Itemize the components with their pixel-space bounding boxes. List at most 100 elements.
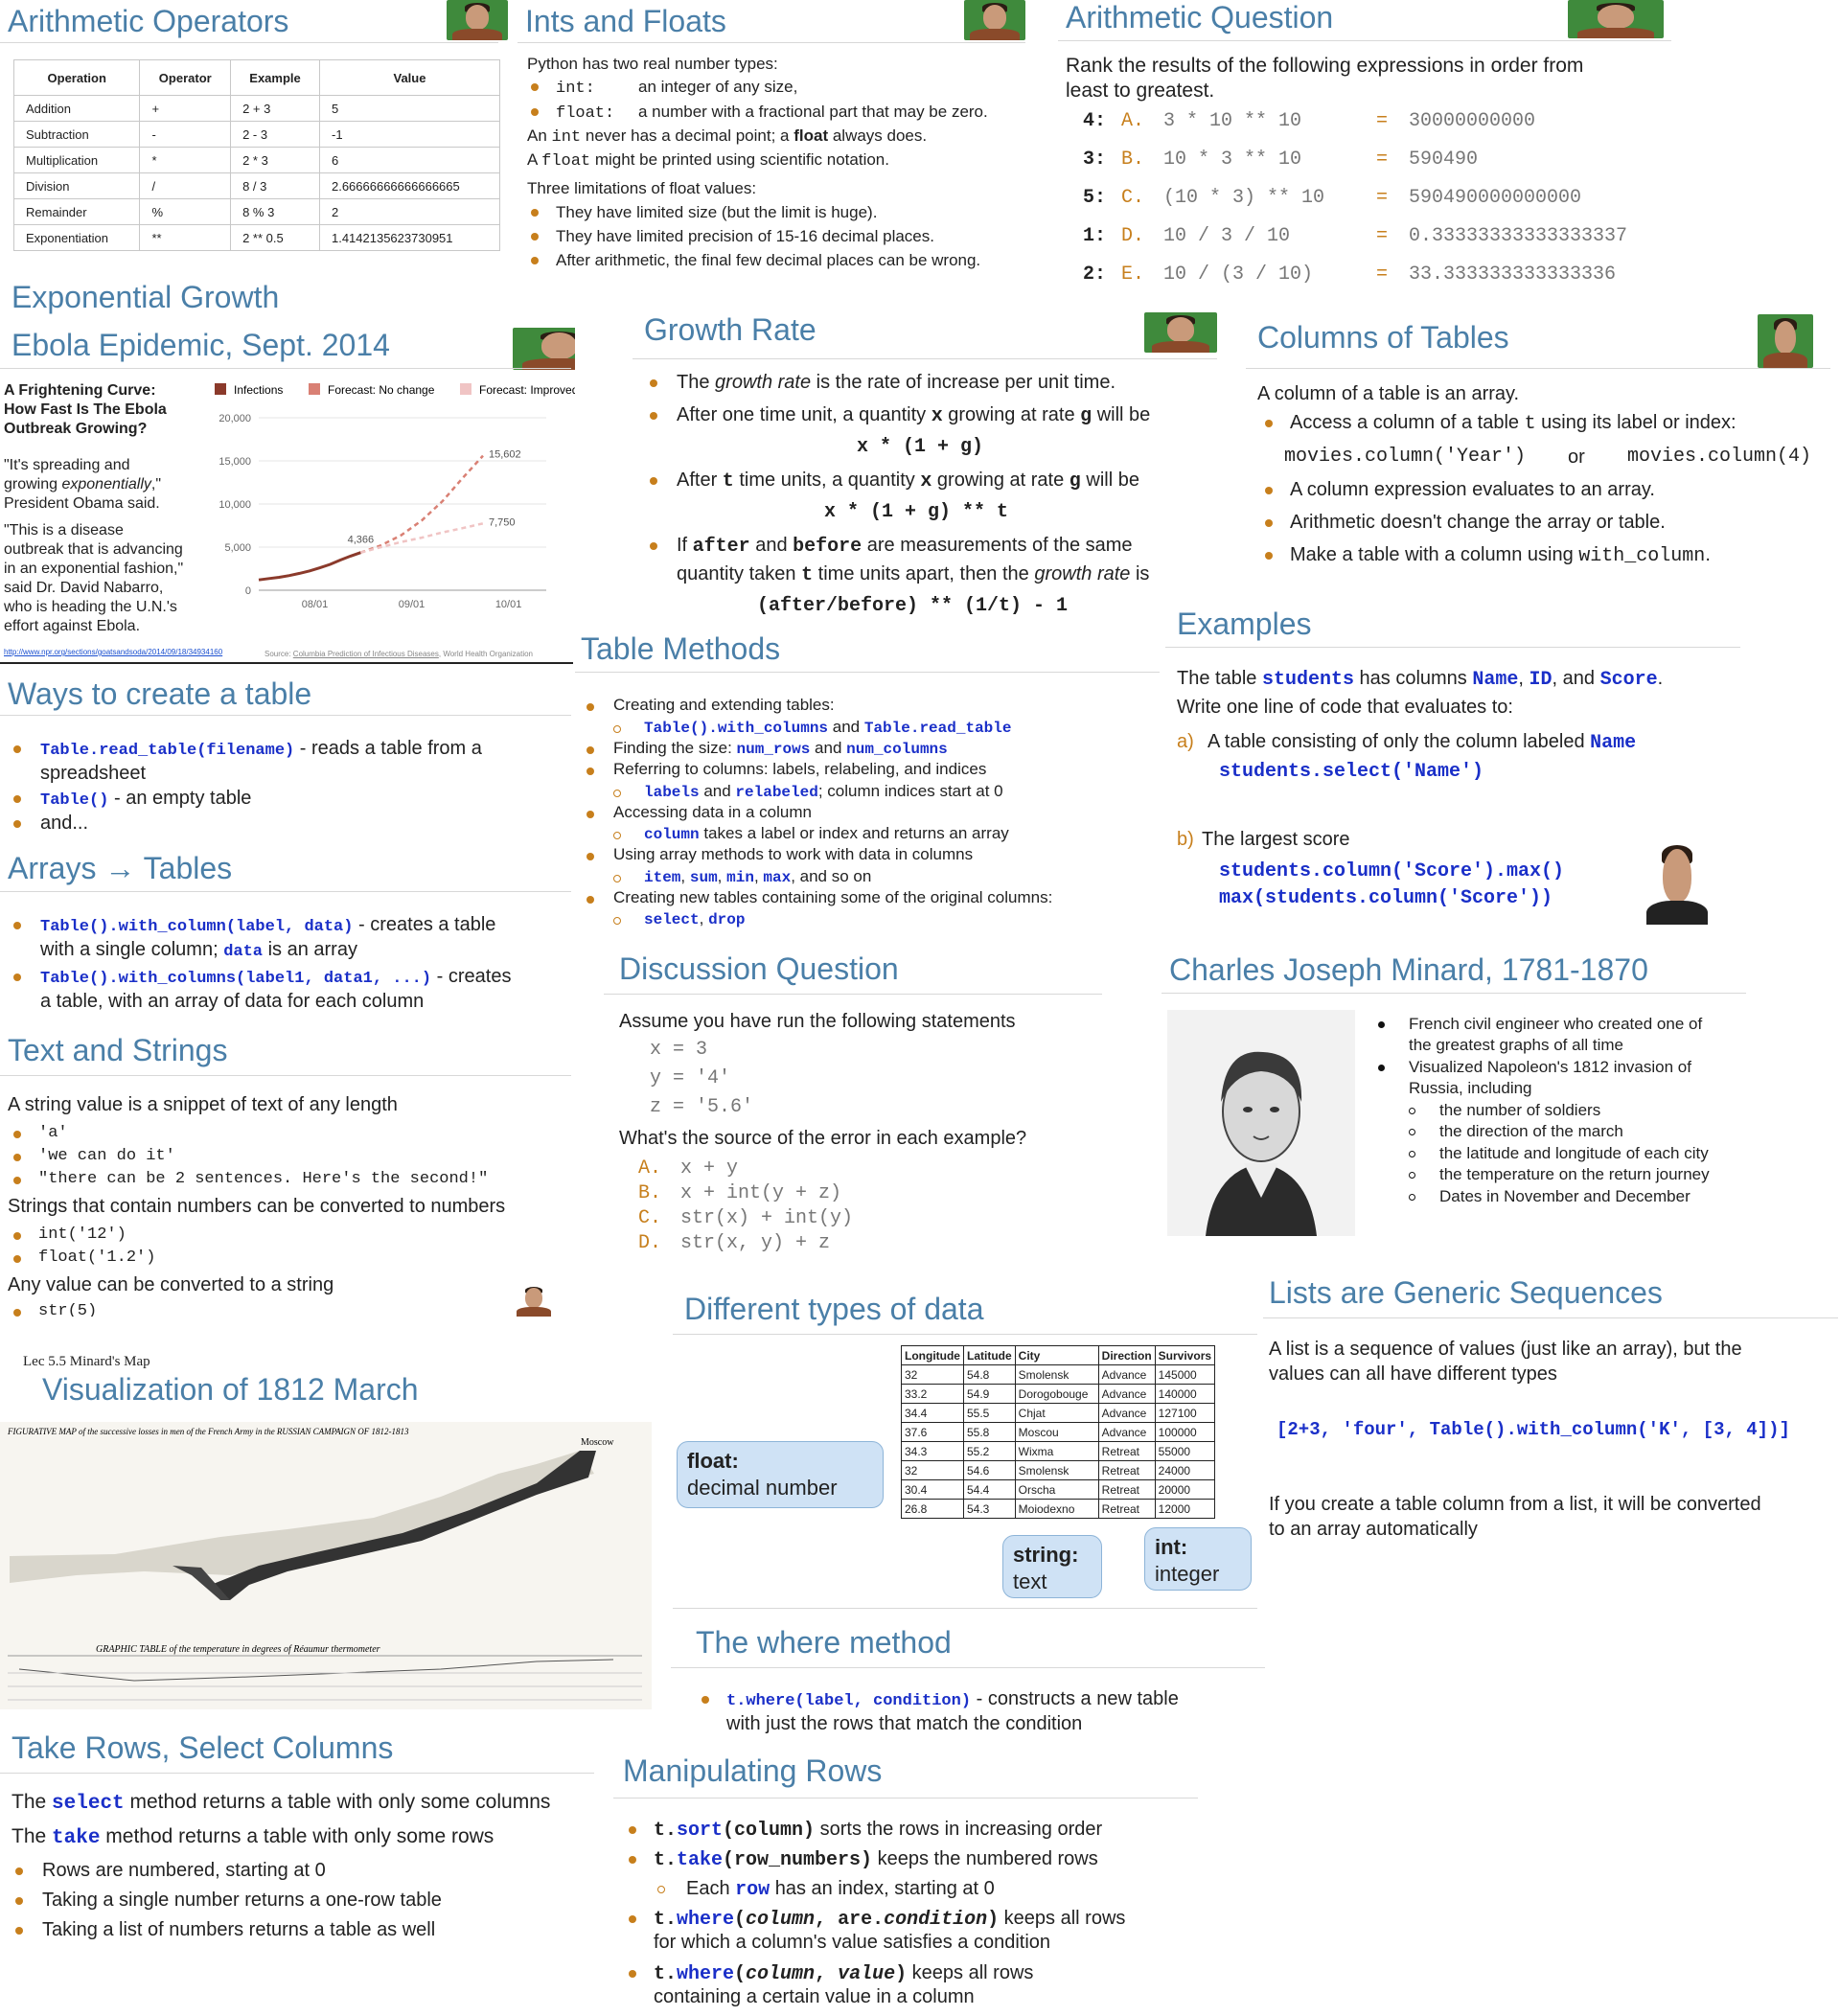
table-row: Subtraction -2 - 3 -1 — [12, 121, 501, 148]
y-tick-label: 10,000 — [218, 499, 251, 511]
slide-title: Ints and Floats — [525, 4, 726, 38]
table-row: Division/8 / 3 2.66666666666666665 — [12, 172, 501, 199]
col-header: Operator — [139, 59, 232, 96]
slide-exponential-growth: Exponential Growth Ebola Epidemic, Sept.… — [0, 278, 575, 666]
table-row: 32 54.8 Smolensk Advance 145000 — [901, 1364, 1216, 1385]
slide-title: Take Rows, Select Columns — [12, 1730, 394, 1765]
table-row: 26.8 54.3 Moiodexno Retreat 12000 — [901, 1499, 1216, 1519]
y-tick-label: 15,000 — [218, 456, 251, 468]
presenter-video-thumbnail — [964, 0, 1025, 40]
slide-title: Different types of data — [684, 1292, 984, 1326]
col-header: Longitude — [901, 1345, 964, 1365]
slide-title: Visualization of 1812 March — [42, 1372, 419, 1407]
col-header: Value — [318, 59, 501, 96]
ebola-chart: Infections Forecast: No change Forecast:… — [215, 383, 575, 610]
legend-swatch-no-change — [309, 383, 320, 395]
slide-arithmetic-question: Arithmetic Question Rank the results of … — [1058, 0, 1786, 287]
slide-title: Exponential Growth — [12, 280, 280, 314]
slide-title: Discussion Question — [619, 951, 899, 986]
callout-int: int: integer — [1144, 1527, 1252, 1591]
slide-discussion-question: Discussion Question Assume you have run … — [604, 944, 1140, 1260]
col-header: Operation — [12, 59, 141, 96]
presenter-video-thumbnail — [512, 1284, 556, 1317]
callout-string: string: text — [1002, 1535, 1102, 1598]
slide-take-rows-select-columns: Take Rows, Select Columns The select met… — [0, 1725, 613, 1964]
slide-arrays-to-tables: Arrays → Tables Table().with_column(labe… — [0, 843, 575, 1016]
y-tick-label: 5,000 — [224, 542, 251, 554]
table-row: 32 54.6 Smolensk Retreat 24000 — [901, 1460, 1216, 1480]
minard-map: FIGURATIVE MAP of the successive losses … — [0, 1422, 652, 1709]
slide-examples: Examples The table students has columns … — [1165, 599, 1840, 939]
slide-title: Text and Strings — [8, 1033, 228, 1067]
x-tick-label: 09/01 — [399, 599, 426, 610]
slide-ways-to-create-a-table: Ways to create a table Table.read_table(… — [0, 671, 575, 843]
x-tick-label: 10/01 — [495, 599, 522, 610]
slide-text-and-strings: Text and Strings A string value is a sni… — [0, 1025, 575, 1317]
col-header: Example — [230, 59, 320, 96]
napoleon-data-table: Longitude Latitude City Direction Surviv… — [901, 1345, 1216, 1519]
legend-infections: Infections — [234, 383, 283, 397]
slide-title: Lists are Generic Sequences — [1269, 1275, 1663, 1310]
callout-float: float: decimal number — [677, 1441, 884, 1508]
presenter-video-thumbnail — [1144, 312, 1217, 353]
series-infections-line — [258, 551, 361, 582]
slide-title: Examples — [1177, 607, 1312, 641]
series-no-change-line — [359, 454, 484, 554]
slide-arithmetic-operators: Arithmetic Operators Operation Operator … — [0, 0, 508, 278]
slide-title: Columns of Tables — [1257, 320, 1509, 355]
temperature-table-title: GRAPHIC TABLE of the temperature in degr… — [96, 1644, 380, 1655]
slide-title: Charles Joseph Minard, 1781-1870 — [1169, 952, 1648, 987]
slide-manipulating-rows: Manipulating Rows t.sort(column) sorts t… — [613, 1753, 1227, 2016]
presenter-video-thumbnail — [513, 328, 575, 370]
slide-title: Arrays → Tables — [8, 851, 233, 885]
table-row: 34.4 55.5 Chjat Advance 127100 — [901, 1403, 1216, 1423]
table-row: 34.3 55.2 Wixma Retreat 55000 — [901, 1441, 1216, 1461]
table-row: 30.4 54.4 Orscha Retreat 20000 — [901, 1479, 1216, 1500]
slide-title: Manipulating Rows — [623, 1753, 883, 1788]
x-tick-label: 08/01 — [302, 599, 329, 610]
slide-title: Arithmetic Operators — [8, 4, 289, 38]
slide-title: Ways to create a table — [8, 676, 312, 711]
table-row: Exponentiation ** 2 ** 0.5 1.41421356237309… — [12, 224, 501, 251]
y-tick-label: 0 — [245, 585, 251, 597]
data-label: 4,366 — [348, 535, 375, 546]
slide-title: The where method — [696, 1625, 952, 1660]
legend-no-change: Forecast: No change — [328, 383, 435, 397]
slide-title: Growth Rate — [644, 312, 816, 347]
data-label: 15,602 — [489, 449, 521, 461]
slide-ints-and-floats: Ints and Floats Python has two real numb… — [518, 0, 1027, 278]
slide-growth-rate: Growth Rate The growth rate is the rate … — [632, 307, 1227, 623]
slide-different-types-of-data: Different types of data Longitude Latitu… — [673, 1284, 1263, 1610]
slide-where-method: The where method t.where(label, conditio… — [671, 1619, 1284, 1749]
presenter-video-thumbnail — [1758, 314, 1813, 368]
col-header: Survivors — [1154, 1345, 1216, 1365]
legend-swatch-improved — [460, 383, 472, 395]
source-url-link[interactable]: http://www.npr.org/sections/goatsandsoda… — [4, 648, 223, 656]
minard-portrait — [1167, 1010, 1355, 1236]
operators-table: Operation Operator Example Value Additio… — [12, 59, 501, 251]
slide-columns-of-tables: Columns of Tables A column of a table is… — [1246, 307, 1840, 594]
table-row: 37.6 55.8 Moscou Advance 100000 — [901, 1422, 1216, 1442]
map-title: FIGURATIVE MAP of the successive losses … — [7, 1427, 409, 1436]
col-header: Direction — [1097, 1345, 1156, 1365]
series-improved-line — [360, 522, 484, 554]
presenter-video-thumbnail — [1568, 0, 1664, 38]
slide-title: Table Methods — [581, 631, 781, 666]
slide-charles-joseph-minard: Charles Joseph Minard, 1781-1870 French … — [1162, 951, 1840, 1243]
legend-swatch-infections — [215, 383, 226, 395]
col-header: City — [1014, 1345, 1099, 1365]
slide-lists-generic-sequences: Lists are Generic Sequences A list is a … — [1263, 1270, 1840, 1552]
legend-improved: Forecast: Improved — [479, 383, 575, 397]
y-tick-label: 20,000 — [218, 413, 251, 424]
slide-visualization-1812-march: Lec 5.5 Minard's Map Visualization of 18… — [0, 1341, 652, 1725]
slide-table-methods: Table Methods Creating and extending tab… — [575, 628, 1169, 944]
slide-title: Arithmetic Question — [1066, 0, 1334, 34]
table-row: 33.2 54.9 Dorogobouge Advance 140000 — [901, 1384, 1216, 1404]
data-label: 7,750 — [489, 516, 516, 528]
slide-subtitle: Ebola Epidemic, Sept. 2014 — [12, 328, 390, 362]
presenter-video-thumbnail — [447, 0, 508, 40]
col-header: Latitude — [962, 1345, 1016, 1365]
